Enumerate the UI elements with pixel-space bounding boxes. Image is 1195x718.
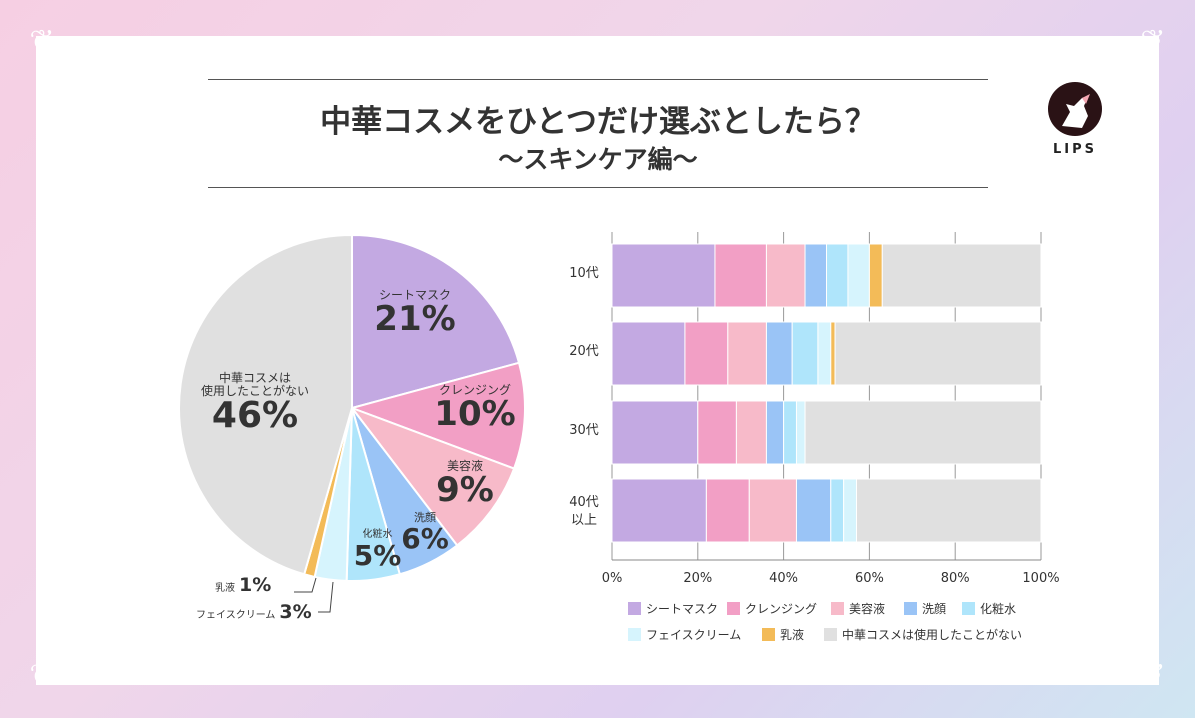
bar-segment (748, 478, 797, 543)
legend-label: 洗顔 (922, 602, 947, 616)
page-title: 中華コスメをひとつだけ選ぶとしたら？ (320, 104, 876, 140)
legend-item: シートマスク (628, 600, 718, 617)
pie-slice (178, 233, 353, 576)
lace-ornament-icon: ❦ (29, 658, 55, 693)
legend-label: 中華コスメは使用したことがない (842, 628, 1023, 642)
bar-segment (765, 400, 785, 465)
bar-segment (705, 478, 750, 543)
x-tick-label: 80% (941, 571, 970, 586)
legend-swatch (628, 602, 641, 615)
legend-item: 美容液 (831, 600, 885, 617)
legend-swatch (962, 602, 975, 615)
legend-swatch (762, 628, 775, 641)
lace-ornament-icon: ❦ (29, 24, 55, 59)
bar-segment (795, 400, 806, 465)
bar-segment (714, 243, 767, 308)
x-tick-label: 40% (769, 571, 798, 586)
bar-segment (611, 243, 716, 308)
pie-label-sheet-mask: シートマスク 21% (374, 288, 456, 339)
bar-segment (697, 400, 737, 465)
legend-item: 化粧水 (962, 600, 1016, 617)
bar-segment (843, 478, 858, 543)
legend-swatch (824, 628, 837, 641)
legend-label: 化粧水 (980, 602, 1017, 616)
legend-label: シートマスク (646, 602, 719, 616)
lace-ornament-icon: ❦ (1140, 658, 1166, 693)
bar-segment (611, 321, 686, 386)
logo-text: LIPS (1052, 142, 1097, 157)
pie-label-never-used: 中華コスメは 使用したことがない 46% (200, 371, 309, 437)
pie-slice (348, 361, 526, 470)
bar-segment (684, 321, 729, 386)
pie-slice (351, 233, 521, 410)
legend-swatch (628, 628, 641, 641)
bar-category-label: 10代 (569, 266, 599, 281)
pie-label-face-wash: 洗顔 6% (401, 511, 449, 555)
bar-segment (868, 243, 883, 308)
bar-segment (856, 478, 1042, 543)
pie-label-emulsion: 乳液 1% (215, 574, 272, 596)
bar-segment (804, 400, 1042, 465)
legend-swatch (727, 602, 740, 615)
leader-line (318, 581, 334, 613)
legend-item: フェイスクリーム (628, 626, 741, 643)
legend-label: 乳液 (780, 628, 805, 642)
legend-item: 洗顔 (904, 600, 946, 617)
pie-label-serum: 美容液 9% (436, 459, 494, 510)
bar-segment (830, 321, 836, 386)
bar-segment (826, 243, 849, 308)
leader-line (294, 577, 317, 593)
bar-segment (765, 243, 806, 308)
legend-label: クレンジング (745, 602, 818, 616)
lace-ornament-icon: ❦ (1140, 24, 1166, 59)
bar-category-label: 20代 (569, 344, 599, 359)
pie-slice (349, 405, 516, 547)
bar-segment (847, 243, 870, 308)
bar-segment (830, 478, 845, 543)
bar-segment (881, 243, 1042, 308)
title-rule-bottom (208, 187, 988, 188)
legend-item: 乳液 (762, 626, 804, 643)
bar-segment (611, 400, 699, 465)
lips-logo: LIPS (1047, 82, 1103, 157)
bar-category-label: 40代 以上 (569, 495, 599, 529)
bar-segment (765, 321, 793, 386)
bar-category-label: 30代 (569, 423, 599, 438)
x-tick-label: 100% (1022, 571, 1059, 586)
bar-segment (817, 321, 832, 386)
legend-label: フェイスクリーム (646, 628, 742, 642)
pie-label-face-cream: フェイスクリーム 3% (196, 601, 312, 623)
x-tick-label: 0% (602, 571, 623, 586)
bar-segment (727, 321, 767, 386)
page-subtitle: 〜スキンケア編〜 (498, 145, 698, 174)
deer-icon (1048, 82, 1102, 136)
bar-segment (735, 400, 767, 465)
legend-item: 中華コスメは使用したことがない (824, 626, 1022, 643)
x-tick-label: 20% (683, 571, 712, 586)
pie-label-cleansing: クレンジング 10% (434, 383, 516, 434)
legend-item: クレンジング (727, 600, 817, 617)
title-rule-top (208, 79, 988, 80)
legend-label: 美容液 (849, 602, 886, 616)
bar-segment (611, 478, 707, 543)
x-tick-label: 60% (855, 571, 884, 586)
bar-segment (834, 321, 1042, 386)
legend-swatch (904, 602, 917, 615)
legend-swatch (831, 602, 844, 615)
pie-label-toner: 化粧水 5% (353, 529, 402, 572)
bar-segment (783, 400, 797, 465)
bar-segment (795, 478, 832, 543)
bar-segment (804, 243, 827, 308)
bar-segment (791, 321, 819, 386)
